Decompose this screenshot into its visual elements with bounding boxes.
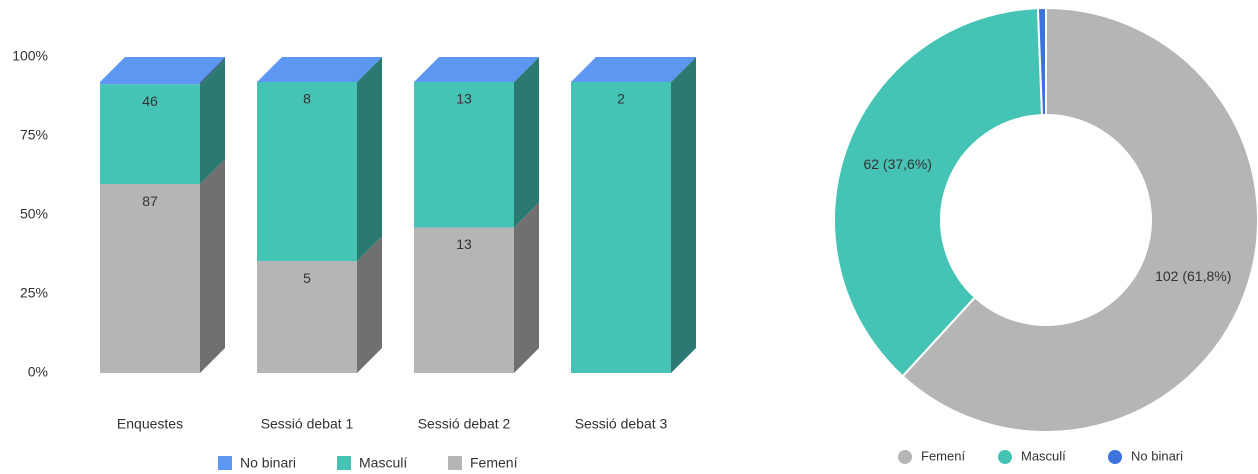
x-tick-label: Sessió debat 2 [418,416,511,432]
data-label: 2 [617,91,625,107]
bar-side [200,57,225,85]
legend-swatch [448,456,462,470]
bar-top [100,57,225,82]
legend-swatch [898,450,912,464]
legend-label: Femení [921,448,965,463]
x-tick-label: Sessió debat 1 [261,416,354,432]
bar-side [200,59,225,185]
bar-side [357,57,382,262]
x-tick-label: Sessió debat 3 [575,416,668,432]
bar-segment [100,84,200,185]
legend-swatch [337,456,351,470]
legend-label: Masculí [1021,448,1066,463]
donut-slice [833,7,1044,378]
data-label: 13 [456,91,472,107]
data-label: 102 (61,8%) [1155,268,1231,284]
y-tick-label: 75% [20,127,48,143]
bar-segment [414,227,514,373]
legend-swatch [218,456,232,470]
y-tick-label: 25% [20,285,48,301]
legend-swatch [998,450,1012,464]
bar-side [200,159,225,373]
y-tick-label: 100% [12,48,48,64]
bar-segment [257,82,357,262]
bar-side [514,57,539,228]
data-label: 46 [142,93,158,109]
legend-label: No binari [240,455,296,471]
data-label: 5 [303,270,311,286]
legend-label: No binari [1131,448,1183,463]
bar-top [414,57,539,82]
bar-side [671,57,696,373]
donut-slice [901,6,1258,433]
bar-top [571,57,696,82]
data-label: 13 [456,236,472,252]
bar-side [514,202,539,373]
bar-segment [571,82,671,373]
y-tick-label: 50% [20,206,48,222]
bar-segment [257,261,357,373]
x-tick-label: Enquestes [117,416,183,432]
legend-label: Masculí [359,455,407,471]
bar-top [257,57,382,82]
donut-slice [1036,6,1047,117]
data-label: 1 [146,47,154,63]
bar-side [357,236,382,373]
data-label: 62 (37,6%) [863,156,931,172]
legend-label: Femení [470,455,518,471]
y-tick-label: 0% [28,364,48,380]
bar-segment [100,82,200,85]
data-label: 8 [303,91,311,107]
data-label: 87 [142,193,158,209]
bar-segment [100,184,200,373]
bar-segment [414,82,514,228]
legend-swatch [1108,450,1122,464]
